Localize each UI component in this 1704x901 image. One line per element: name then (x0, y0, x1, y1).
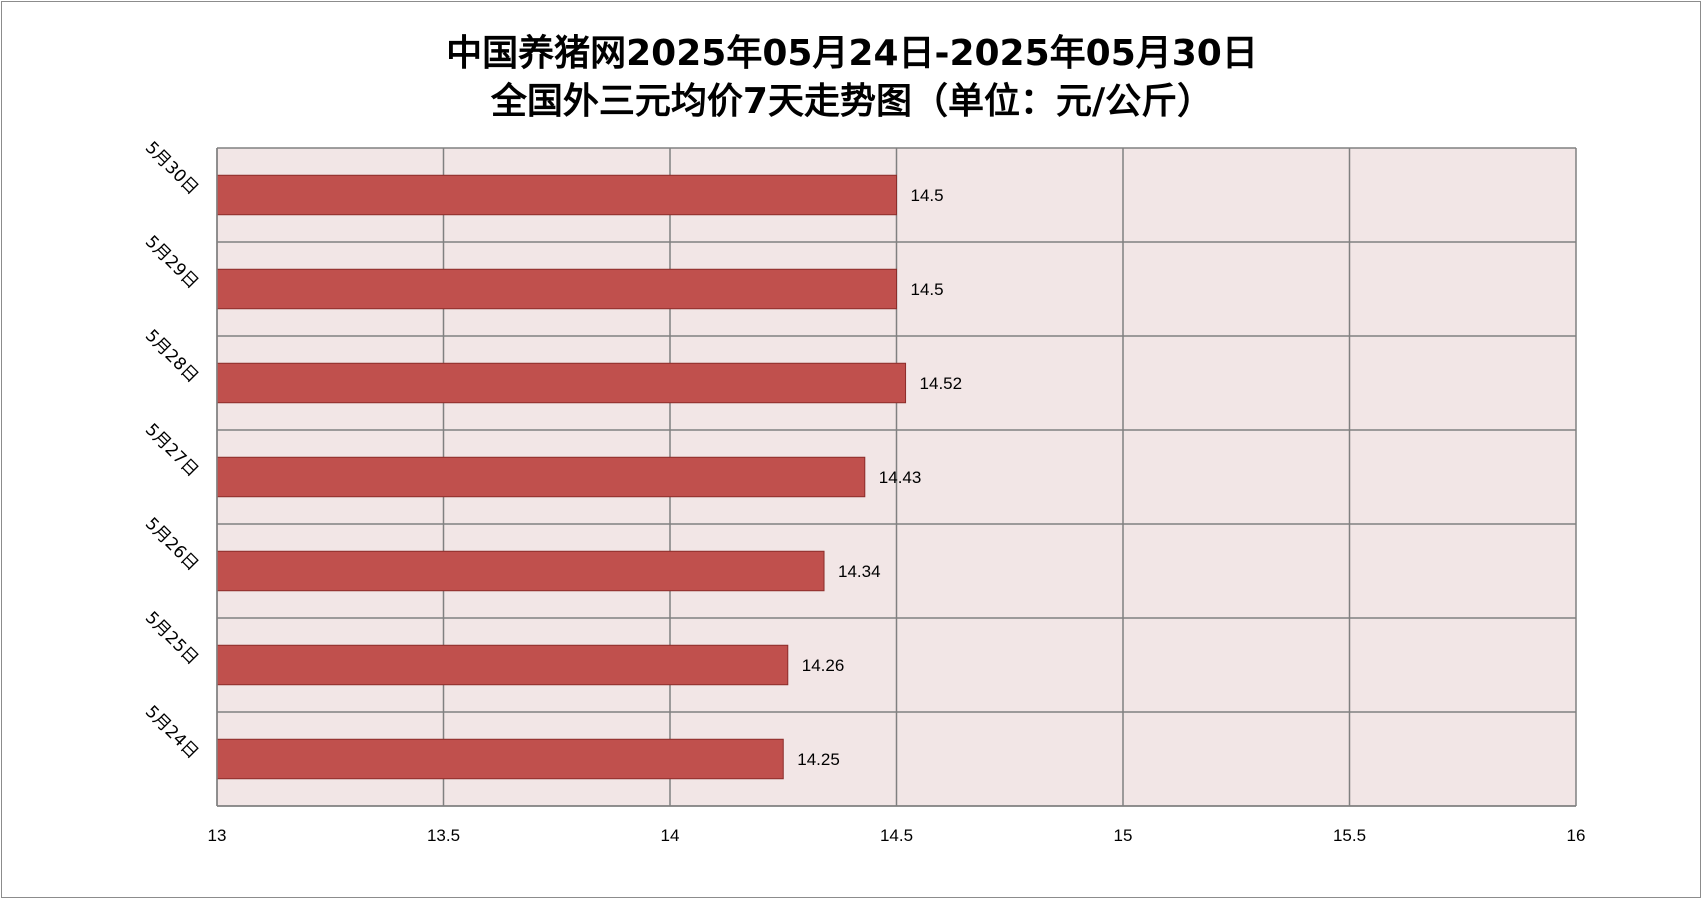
bar-7 (216, 174, 897, 216)
data-label-2: 14.26 (802, 656, 845, 675)
data-label-3: 14.34 (838, 562, 881, 581)
data-label-6: 14.5 (911, 280, 944, 299)
chart-title-line1: 中国养猪网2025年05月24日-2025年05月30日 (446, 33, 1258, 74)
category-label-2: 5月25日 (141, 608, 202, 669)
x-tick-label-4: 14.5 (880, 826, 913, 845)
bar-2 (216, 644, 789, 686)
x-tick-label-6: 15.5 (1333, 826, 1366, 845)
category-label-3: 5月26日 (141, 514, 202, 575)
x-tick-label-5: 15 (1114, 826, 1133, 845)
category-label-1: 5月24日 (141, 702, 202, 763)
x-tick-label-2: 13.5 (427, 826, 460, 845)
bar-4 (216, 456, 866, 498)
bar-3 (216, 550, 825, 592)
x-tick-label-7: 16 (1567, 826, 1586, 845)
category-label-4: 5月27日 (141, 420, 202, 481)
category-label-5: 5月28日 (141, 326, 202, 387)
category-label-7: 5月30日 (141, 138, 202, 199)
data-label-5: 14.52 (920, 374, 963, 393)
chart-title: 中国养猪网2025年05月24日-2025年05月30日 全国外三元均价7天走势… (0, 30, 1704, 126)
data-label-1: 14.25 (797, 750, 840, 769)
data-label-4: 14.43 (879, 468, 922, 487)
data-label-7: 14.5 (911, 186, 944, 205)
bar-5 (216, 362, 907, 404)
x-tick-label-1: 13 (208, 826, 227, 845)
x-tick-label-3: 14 (661, 826, 680, 845)
bar-6 (216, 268, 897, 310)
bar-1 (216, 738, 784, 780)
chart-title-line2: 全国外三元均价7天走势图（单位：元/公斤） (490, 81, 1214, 122)
category-label-6: 5月29日 (141, 232, 202, 293)
